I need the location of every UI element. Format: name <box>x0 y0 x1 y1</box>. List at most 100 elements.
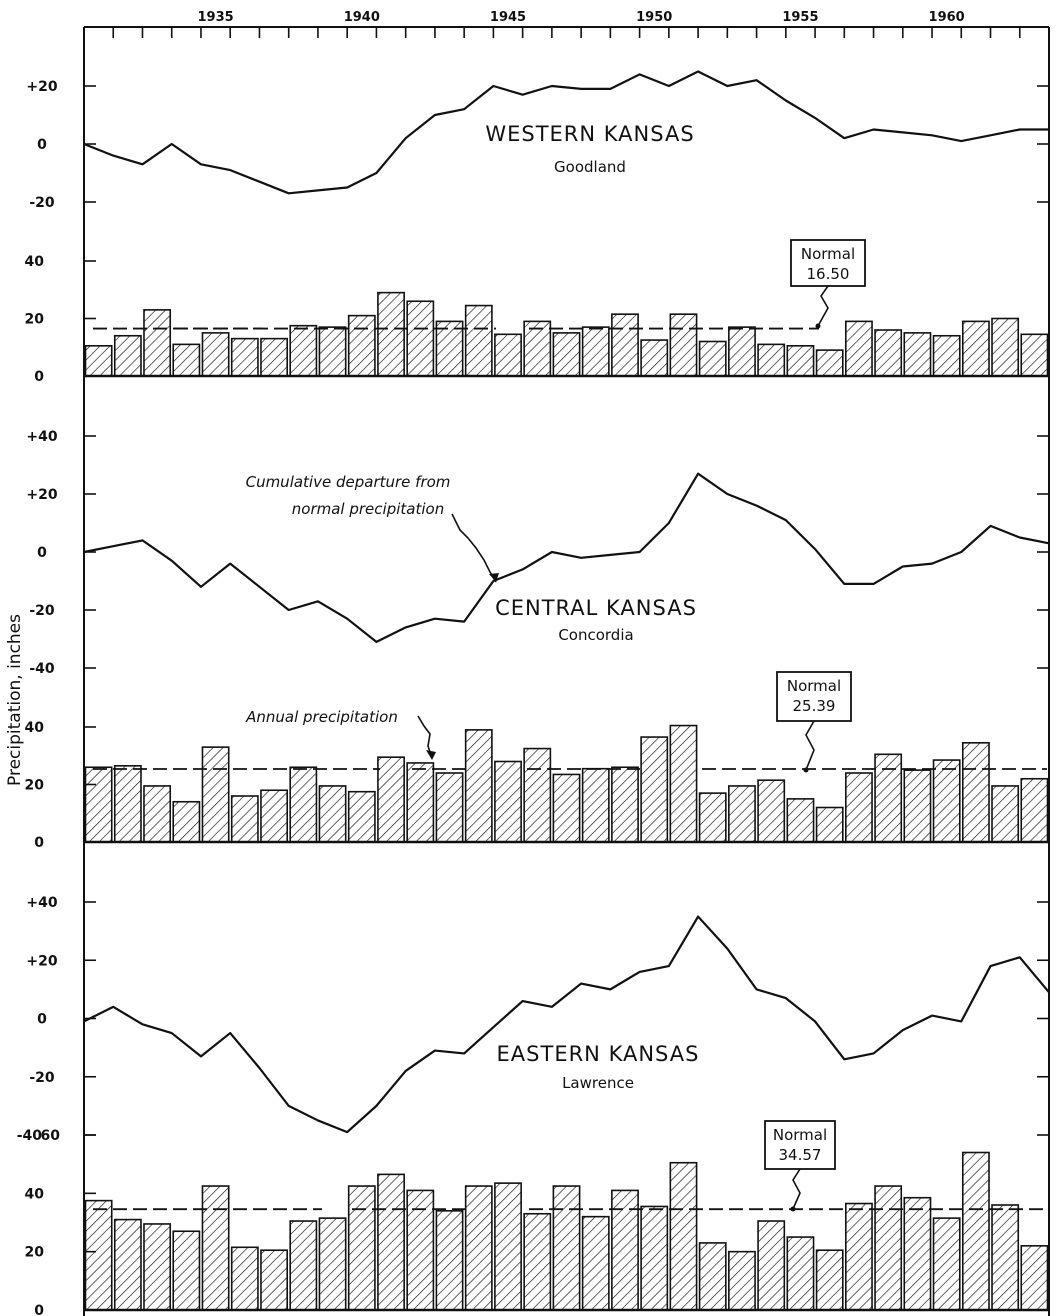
annual-bar <box>523 747 552 843</box>
annual-bar <box>230 1246 259 1311</box>
annual-bar <box>464 1185 493 1311</box>
normal-leader-dot <box>815 323 821 329</box>
annotation-cumulative-arrowhead <box>489 573 499 582</box>
annual-bar <box>611 766 639 843</box>
annual-bar <box>230 795 259 843</box>
annual-tick-label: 20 <box>25 1245 45 1261</box>
annual-bar <box>611 1189 639 1311</box>
year-tick-label: 1960 <box>929 10 965 25</box>
annual-bar <box>786 798 815 843</box>
annotation-annual: Annual precipitation <box>245 708 398 726</box>
departure-tick-label: -20 <box>29 195 55 211</box>
annual-bar <box>757 343 786 377</box>
panels: +20 0 -20 40 20 0 Normal 16.50 WESTERN KANSAS Goo… <box>17 70 1050 1316</box>
y-axis-label: Precipitation, inches <box>5 614 25 786</box>
region-title: EASTERN KANSAS <box>497 1042 700 1066</box>
annual-bar <box>201 1185 230 1311</box>
station-name: Concordia <box>558 626 633 644</box>
departure-tick-label: 0 <box>37 1012 47 1028</box>
annual-bar <box>581 1215 610 1311</box>
annotation-cumulative-line2: normal precipitation <box>292 500 444 518</box>
annual-bar <box>728 785 756 843</box>
departure-tick-label: 0 <box>37 137 47 153</box>
annual-bar <box>84 345 113 377</box>
annual-bar <box>961 742 990 843</box>
annual-bar <box>874 329 903 377</box>
annual-bar <box>377 1173 405 1311</box>
annual-bar <box>347 1185 376 1311</box>
annual-bar <box>494 1182 522 1311</box>
year-tick-label: 1950 <box>636 10 672 25</box>
annual-bar <box>728 326 756 377</box>
annual-bar <box>464 304 493 377</box>
annual-bar <box>552 332 581 377</box>
annual-bar <box>84 766 113 843</box>
annual-bar <box>786 1236 815 1311</box>
annual-bar <box>347 314 376 377</box>
annual-bar <box>1020 333 1049 377</box>
annual-bar <box>961 1151 990 1311</box>
annotations: Cumulative departure from normal precipit… <box>245 473 499 760</box>
annual-bar <box>698 340 727 377</box>
annual-bar <box>932 334 961 377</box>
annual-bar <box>611 313 639 377</box>
annual-bar <box>874 1185 903 1311</box>
cumulative-departure-line <box>83 70 1049 195</box>
annual-tick-label: 0 <box>34 1303 44 1316</box>
annual-bar <box>318 1217 347 1311</box>
panel-1: +20 0 -20 40 20 0 Normal 16.50 WESTERN KANSAS Goo… <box>25 70 1049 385</box>
station-name: Lawrence <box>562 1074 634 1092</box>
annual-bar <box>172 1230 201 1311</box>
annual-bar <box>289 324 318 377</box>
year-tick-label: 1935 <box>197 10 233 25</box>
region-title: CENTRAL KANSAS <box>495 596 697 620</box>
annual-bar <box>552 1185 581 1311</box>
departure-tick-label: +20 <box>26 487 57 503</box>
annual-tick-label: 20 <box>25 778 45 794</box>
annual-bar <box>728 1250 756 1311</box>
annual-bar <box>84 1199 113 1311</box>
departure-tick-label: +40 <box>26 429 57 445</box>
annual-bar <box>1020 1245 1049 1311</box>
normal-leader <box>805 720 815 771</box>
annual-bar <box>903 1196 932 1311</box>
annual-bar <box>464 729 493 843</box>
annual-bar <box>845 772 873 843</box>
annual-bar <box>552 773 581 843</box>
annual-bar <box>201 746 230 843</box>
annual-bar <box>113 765 142 843</box>
annual-bar <box>845 320 873 377</box>
annual-bar <box>377 291 405 377</box>
departure-tick-label: -20 <box>29 1070 55 1086</box>
annual-bar <box>523 320 552 377</box>
departure-tick-label: +40 <box>26 895 57 911</box>
annual-bar <box>260 1249 288 1311</box>
normal-label-word: Normal <box>773 1126 827 1144</box>
normal-leader-dot <box>803 767 809 773</box>
annual-bar <box>815 806 844 843</box>
annual-bar <box>143 309 172 377</box>
region-title: WESTERN KANSAS <box>485 122 694 146</box>
frame <box>83 26 1050 1316</box>
annual-tick-label: 40 <box>25 1186 45 1202</box>
annual-bar <box>815 349 844 377</box>
annual-bar <box>113 334 142 377</box>
annual-tick-label: 40 <box>25 254 45 270</box>
departure-tick-label: +20 <box>26 953 57 969</box>
annual-bar <box>1020 777 1049 843</box>
annual-bar <box>143 1223 172 1311</box>
annual-bar <box>698 792 727 843</box>
annual-bar <box>581 767 610 843</box>
normal-label-value: 16.50 <box>807 265 850 283</box>
annual-bar <box>845 1202 873 1311</box>
annual-bar <box>289 1220 318 1311</box>
cumulative-departure-line <box>83 915 1050 1134</box>
annual-bar <box>757 779 786 843</box>
cumulative-departure-line <box>83 472 1050 644</box>
annual-bar <box>874 753 903 843</box>
annual-tick-label: 20 <box>25 312 45 328</box>
annual-bar <box>669 1161 698 1311</box>
annual-bar <box>318 326 347 377</box>
annual-bar <box>435 320 464 377</box>
